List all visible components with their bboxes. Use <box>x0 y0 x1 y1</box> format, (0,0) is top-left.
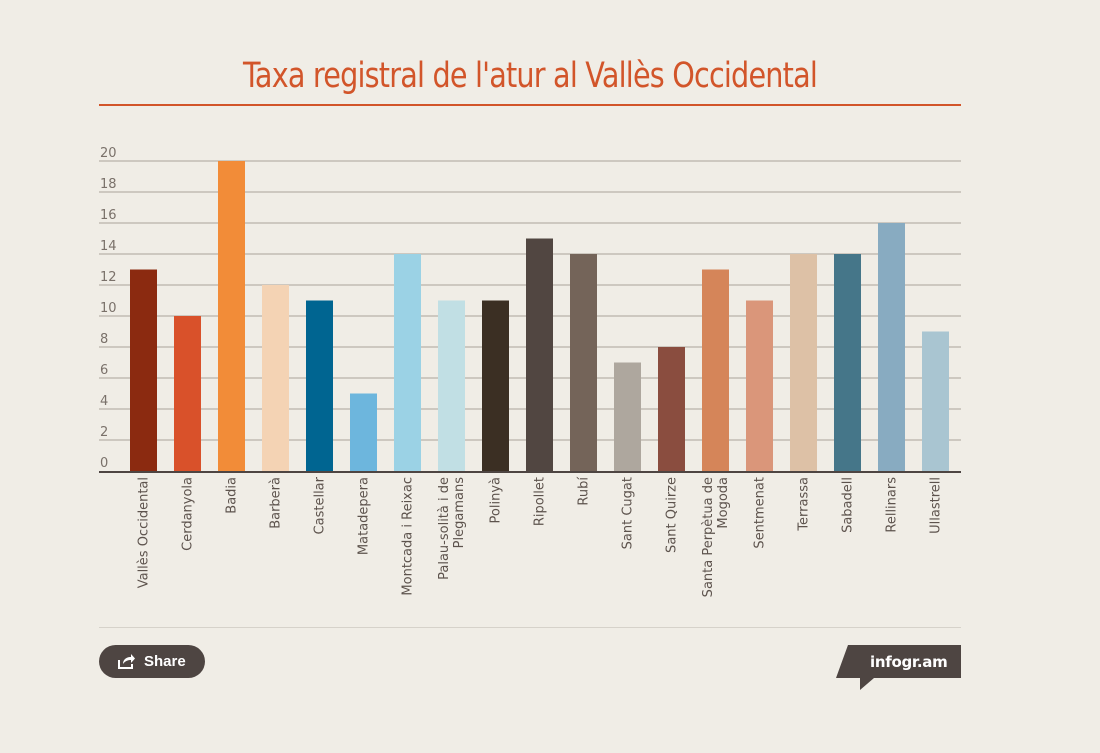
bar <box>922 331 949 471</box>
x-tick-label: Barberà <box>269 477 284 529</box>
x-tick-label-line: Terrassa <box>797 477 812 532</box>
x-tick-label: Rellinars <box>885 477 900 533</box>
x-tick-label-line: Sabadell <box>841 477 856 533</box>
bar <box>350 393 377 471</box>
title-underline <box>99 104 961 106</box>
bar <box>130 269 157 471</box>
x-tick-label: Matadepera <box>357 477 372 555</box>
bar <box>746 300 773 471</box>
x-tick-label-line: Palau-solità i de <box>437 477 452 580</box>
x-tick-label-line: Ullastrell <box>929 477 944 534</box>
x-tick-label-line: Sant Cugat <box>621 477 636 549</box>
x-tick-label: Ullastrell <box>929 477 944 534</box>
x-tick-label-line: Badia <box>225 477 240 514</box>
x-tick-label: Badia <box>225 477 240 514</box>
bar <box>658 347 685 471</box>
x-tick-label-line: Sant Quirze <box>665 477 680 553</box>
bar <box>438 300 465 471</box>
y-tick-label: 12 <box>100 270 117 285</box>
bar <box>570 254 597 471</box>
x-tick-label: Montcada i Reixac <box>401 477 416 596</box>
share-label: Share <box>144 653 186 670</box>
chart-title: Taxa registral de l'atur al Vallès Occid… <box>242 56 818 96</box>
x-tick-label: Santa Perpètua deMogoda <box>701 477 731 597</box>
bar-chart: 0 2 4 6 8 10 12 14 16 18 20 Vallès Occidental Cerdan… <box>99 146 961 597</box>
x-tick-label-line: Vallès Occidental <box>137 477 152 588</box>
x-tick-label-line: Mogoda <box>716 477 731 529</box>
footer-divider <box>99 627 961 628</box>
x-tick-label-line: Matadepera <box>357 477 372 555</box>
x-tick-label: Palau-solità i dePlegamans <box>437 477 467 580</box>
bar <box>394 254 421 471</box>
bar <box>306 300 333 471</box>
x-tick-label: Ripollet <box>533 477 548 526</box>
share-icon <box>118 654 135 669</box>
y-tick-label: 16 <box>100 208 117 223</box>
x-tick-label-line: Polinyà <box>489 477 504 523</box>
x-tick-label: Vallès Occidental <box>137 477 152 588</box>
x-tick-label: Cerdanyola <box>181 477 196 551</box>
x-tick-label: Sentmenat <box>753 477 768 549</box>
bar <box>834 254 861 471</box>
bar <box>702 269 729 471</box>
y-tick-label: 20 <box>100 146 117 161</box>
x-tick-label-line: Santa Perpètua de <box>701 477 716 597</box>
x-tick-label: Sabadell <box>841 477 856 533</box>
x-tick-label: Terrassa <box>797 477 812 532</box>
x-tick-label-line: Montcada i Reixac <box>401 477 416 596</box>
share-button[interactable]: Share <box>99 645 205 678</box>
y-tick-label: 0 <box>100 456 108 471</box>
logo-badge <box>836 645 961 690</box>
y-tick-label: 10 <box>100 301 117 316</box>
y-tick-label: 8 <box>100 332 108 347</box>
bar <box>790 254 817 471</box>
x-tick-label-line: Cerdanyola <box>181 477 196 551</box>
bar <box>526 238 553 471</box>
x-tick-label: Sant Quirze <box>665 477 680 553</box>
x-tick-label: Sant Cugat <box>621 477 636 549</box>
infogram-logo[interactable]: infogr.am <box>836 645 961 691</box>
x-tick-label-line: Barberà <box>269 477 284 529</box>
y-tick-label: 18 <box>100 177 117 192</box>
y-tick-label: 6 <box>100 363 108 378</box>
bar <box>614 362 641 471</box>
logo-text: infogr.am <box>870 653 948 671</box>
bar <box>174 316 201 471</box>
bar <box>482 300 509 471</box>
bar <box>878 223 905 471</box>
x-tick-label-line: Rubí <box>577 477 592 506</box>
y-tick-label: 2 <box>100 425 108 440</box>
x-tick-label: Castellar <box>313 476 328 534</box>
bar <box>218 161 245 471</box>
bar <box>262 285 289 471</box>
x-tick-label-line: Plegamans <box>452 477 467 549</box>
x-tick-label: Polinyà <box>489 477 504 523</box>
x-tick-label-line: Rellinars <box>885 477 900 533</box>
x-tick-label-line: Ripollet <box>533 477 548 526</box>
x-tick-label: Rubí <box>577 477 592 506</box>
x-tick-label-line: Castellar <box>313 476 328 534</box>
x-tick-label-line: Sentmenat <box>753 477 768 549</box>
y-tick-label: 14 <box>100 239 117 254</box>
y-tick-label: 4 <box>100 394 108 409</box>
